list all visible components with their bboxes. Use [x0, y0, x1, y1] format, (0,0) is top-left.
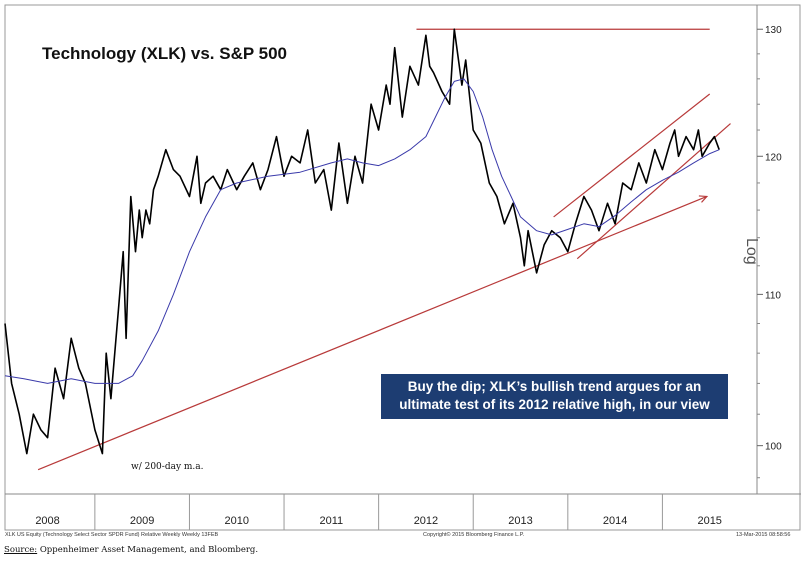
- source-note: Source: Oppenheimer Asset Management, an…: [4, 545, 258, 555]
- x-tick-label: 2012: [414, 515, 438, 527]
- footer-security-description: XLK US Equity (Technology Select Sector …: [5, 532, 219, 538]
- y-tick-label: 130: [765, 25, 782, 36]
- x-tick-label: 2008: [35, 515, 59, 527]
- x-tick-label: 2009: [130, 515, 154, 527]
- trend-line: [576, 123, 731, 260]
- annotation-line-1: Buy the dip; XLK’s bullish trend argues …: [407, 379, 702, 394]
- trend-arrowhead: [698, 195, 709, 203]
- chart-title: Technology (XLK) vs. S&P 500: [42, 44, 287, 63]
- y-tick-label: 110: [765, 290, 781, 301]
- relative-price-line: [4, 28, 720, 455]
- source-label: Source:: [4, 545, 38, 555]
- x-tick-label: 2013: [508, 515, 532, 527]
- source-text: Oppenheimer Asset Management, and Bloomb…: [39, 545, 259, 555]
- y-tick-label: 120: [765, 152, 782, 163]
- footer-copyright: Copyright© 2015 Bloomberg Finance L.P.: [423, 532, 525, 538]
- annotation-box: Buy the dip; XLK’s bullish trend argues …: [381, 374, 728, 419]
- y-scale-label: Log: [743, 238, 760, 265]
- moving-average-note: w/ 200-day m.a.: [131, 462, 204, 472]
- chart-frame: [4, 4, 801, 531]
- x-tick-label: 2014: [603, 515, 627, 527]
- y-tick-label: 100: [765, 442, 782, 453]
- x-tick-label: 2015: [697, 515, 721, 527]
- moving-average-line: [4, 78, 720, 384]
- trend-line: [37, 195, 708, 471]
- annotation-line-2: ultimate test of its 2012 relative high,…: [399, 397, 710, 412]
- x-tick-label: 2010: [225, 515, 249, 527]
- x-tick-label: 2011: [320, 515, 344, 527]
- trend-line: [553, 93, 711, 218]
- footer-timestamp: 13-Mar-2015 08:58:56: [736, 532, 791, 538]
